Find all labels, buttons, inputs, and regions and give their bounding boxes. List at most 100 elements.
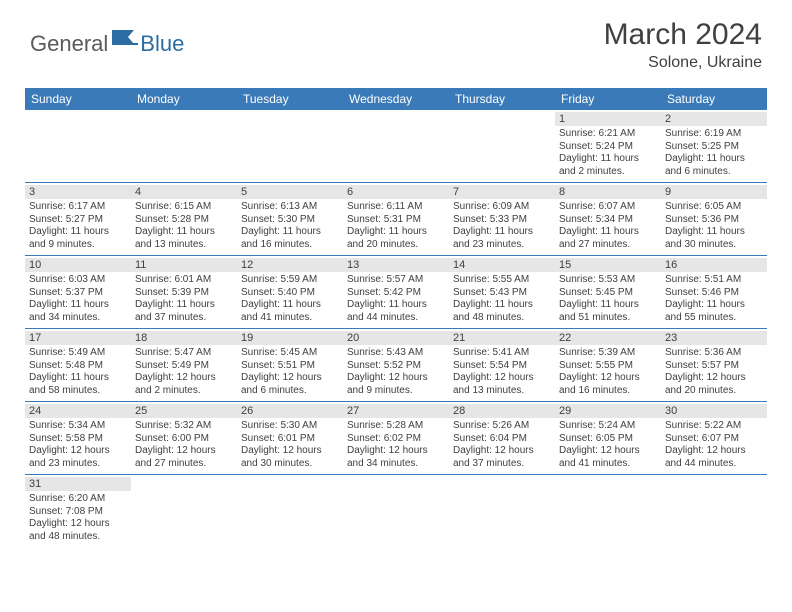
sunset-line: Sunset: 5:42 PM <box>347 287 445 300</box>
day-number: 12 <box>237 258 343 272</box>
sunset-line: Sunset: 6:07 PM <box>665 433 763 446</box>
daylight-line: Daylight: 11 hours and 34 minutes. <box>29 299 127 324</box>
sunrise-line: Sunrise: 5:28 AM <box>347 420 445 433</box>
sunrise-line: Sunrise: 5:34 AM <box>29 420 127 433</box>
sunrise-line: Sunrise: 5:39 AM <box>559 347 657 360</box>
day-number: 9 <box>661 185 767 199</box>
sunrise-line: Sunrise: 6:17 AM <box>29 201 127 214</box>
brand-part1: General <box>30 31 108 57</box>
brand-logo: General Blue <box>30 28 184 59</box>
calendar-cell: 6Sunrise: 6:11 AMSunset: 5:31 PMDaylight… <box>343 183 449 256</box>
calendar-cell: 5Sunrise: 6:13 AMSunset: 5:30 PMDaylight… <box>237 183 343 256</box>
calendar-cell: 17Sunrise: 5:49 AMSunset: 5:48 PMDayligh… <box>25 329 131 402</box>
day-number: 1 <box>555 112 661 126</box>
calendar-cell: 2Sunrise: 6:19 AMSunset: 5:25 PMDaylight… <box>661 110 767 183</box>
calendar-cell: 7Sunrise: 6:09 AMSunset: 5:33 PMDaylight… <box>449 183 555 256</box>
sunrise-line: Sunrise: 5:57 AM <box>347 274 445 287</box>
sunrise-line: Sunrise: 5:36 AM <box>665 347 763 360</box>
calendar-cell: 22Sunrise: 5:39 AMSunset: 5:55 PMDayligh… <box>555 329 661 402</box>
calendar-cell: 23Sunrise: 5:36 AMSunset: 5:57 PMDayligh… <box>661 329 767 402</box>
daylight-line: Daylight: 12 hours and 30 minutes. <box>241 445 339 470</box>
weekday-header: Saturday <box>661 88 767 110</box>
calendar-cell <box>131 110 237 183</box>
sunrise-line: Sunrise: 6:15 AM <box>135 201 233 214</box>
sunrise-line: Sunrise: 5:53 AM <box>559 274 657 287</box>
daylight-line: Daylight: 11 hours and 55 minutes. <box>665 299 763 324</box>
calendar-cell: 15Sunrise: 5:53 AMSunset: 5:45 PMDayligh… <box>555 256 661 329</box>
daylight-line: Daylight: 12 hours and 2 minutes. <box>135 372 233 397</box>
calendar-cell: 26Sunrise: 5:30 AMSunset: 6:01 PMDayligh… <box>237 402 343 475</box>
day-number: 5 <box>237 185 343 199</box>
calendar-cell: 14Sunrise: 5:55 AMSunset: 5:43 PMDayligh… <box>449 256 555 329</box>
sunset-line: Sunset: 5:54 PM <box>453 360 551 373</box>
sunset-line: Sunset: 5:48 PM <box>29 360 127 373</box>
daylight-line: Daylight: 12 hours and 48 minutes. <box>29 518 127 543</box>
day-number: 30 <box>661 404 767 418</box>
sunset-line: Sunset: 5:30 PM <box>241 214 339 227</box>
day-number: 8 <box>555 185 661 199</box>
day-number: 4 <box>131 185 237 199</box>
calendar-cell: 29Sunrise: 5:24 AMSunset: 6:05 PMDayligh… <box>555 402 661 475</box>
sunset-line: Sunset: 5:43 PM <box>453 287 551 300</box>
calendar-head: SundayMondayTuesdayWednesdayThursdayFrid… <box>25 88 767 110</box>
calendar-cell: 9Sunrise: 6:05 AMSunset: 5:36 PMDaylight… <box>661 183 767 256</box>
sunrise-line: Sunrise: 6:01 AM <box>135 274 233 287</box>
calendar-cell <box>131 475 237 548</box>
weekday-header: Tuesday <box>237 88 343 110</box>
daylight-line: Daylight: 12 hours and 23 minutes. <box>29 445 127 470</box>
sunset-line: Sunset: 5:34 PM <box>559 214 657 227</box>
sunset-line: Sunset: 5:31 PM <box>347 214 445 227</box>
daylight-line: Daylight: 11 hours and 44 minutes. <box>347 299 445 324</box>
calendar-cell: 16Sunrise: 5:51 AMSunset: 5:46 PMDayligh… <box>661 256 767 329</box>
daylight-line: Daylight: 11 hours and 27 minutes. <box>559 226 657 251</box>
weekday-header: Sunday <box>25 88 131 110</box>
calendar-cell <box>343 475 449 548</box>
calendar-cell <box>449 110 555 183</box>
daylight-line: Daylight: 11 hours and 51 minutes. <box>559 299 657 324</box>
sunset-line: Sunset: 5:25 PM <box>665 141 763 154</box>
sunset-line: Sunset: 5:45 PM <box>559 287 657 300</box>
day-number: 28 <box>449 404 555 418</box>
sunrise-line: Sunrise: 5:30 AM <box>241 420 339 433</box>
sunset-line: Sunset: 6:04 PM <box>453 433 551 446</box>
sunset-line: Sunset: 5:49 PM <box>135 360 233 373</box>
brand-part2: Blue <box>140 31 184 57</box>
sunset-line: Sunset: 5:24 PM <box>559 141 657 154</box>
calendar-cell: 28Sunrise: 5:26 AMSunset: 6:04 PMDayligh… <box>449 402 555 475</box>
calendar-cell: 8 Sunrise: 6:07 AMSunset: 5:34 PMDaylight… <box>555 183 661 256</box>
weekday-header: Wednesday <box>343 88 449 110</box>
daylight-line: Daylight: 12 hours and 44 minutes. <box>665 445 763 470</box>
daylight-line: Daylight: 11 hours and 13 minutes. <box>135 226 233 251</box>
sunrise-line: Sunrise: 6:07 AM <box>559 201 657 214</box>
sunrise-line: Sunrise: 6:21 AM <box>559 128 657 141</box>
sunset-line: Sunset: 5:33 PM <box>453 214 551 227</box>
sunrise-line: Sunrise: 5:59 AM <box>241 274 339 287</box>
sunset-line: Sunset: 5:40 PM <box>241 287 339 300</box>
sunrise-line: Sunrise: 5:22 AM <box>665 420 763 433</box>
day-number: 23 <box>661 331 767 345</box>
day-number: 24 <box>25 404 131 418</box>
page-header: General Blue March 2024 Solone, Ukraine <box>0 0 792 80</box>
sunset-line: Sunset: 5:46 PM <box>665 287 763 300</box>
day-number: 14 <box>449 258 555 272</box>
calendar-cell: 30 Sunrise: 5:22 AMSunset: 6:07 PMDayligh… <box>661 402 767 475</box>
weekday-header: Thursday <box>449 88 555 110</box>
title-block: March 2024 Solone, Ukraine <box>604 18 762 72</box>
day-number: 17 <box>25 331 131 345</box>
sunrise-line: Sunrise: 6:20 AM <box>29 493 127 506</box>
sunrise-line: Sunrise: 6:05 AM <box>665 201 763 214</box>
sunrise-line: Sunrise: 5:49 AM <box>29 347 127 360</box>
month-title: March 2024 <box>604 18 762 52</box>
day-number: 7 <box>449 185 555 199</box>
calendar-cell: 31Sunrise: 6:20 AMSunset: 7:08 PMDayligh… <box>25 475 131 548</box>
location-label: Solone, Ukraine <box>604 54 762 72</box>
sunset-line: Sunset: 5:36 PM <box>665 214 763 227</box>
sunset-line: Sunset: 5:37 PM <box>29 287 127 300</box>
day-number: 31 <box>25 477 131 491</box>
sunset-line: Sunset: 5:57 PM <box>665 360 763 373</box>
daylight-line: Daylight: 11 hours and 23 minutes. <box>453 226 551 251</box>
daylight-line: Daylight: 12 hours and 27 minutes. <box>135 445 233 470</box>
day-number: 6 <box>343 185 449 199</box>
day-number: 10 <box>25 258 131 272</box>
sunset-line: Sunset: 5:52 PM <box>347 360 445 373</box>
